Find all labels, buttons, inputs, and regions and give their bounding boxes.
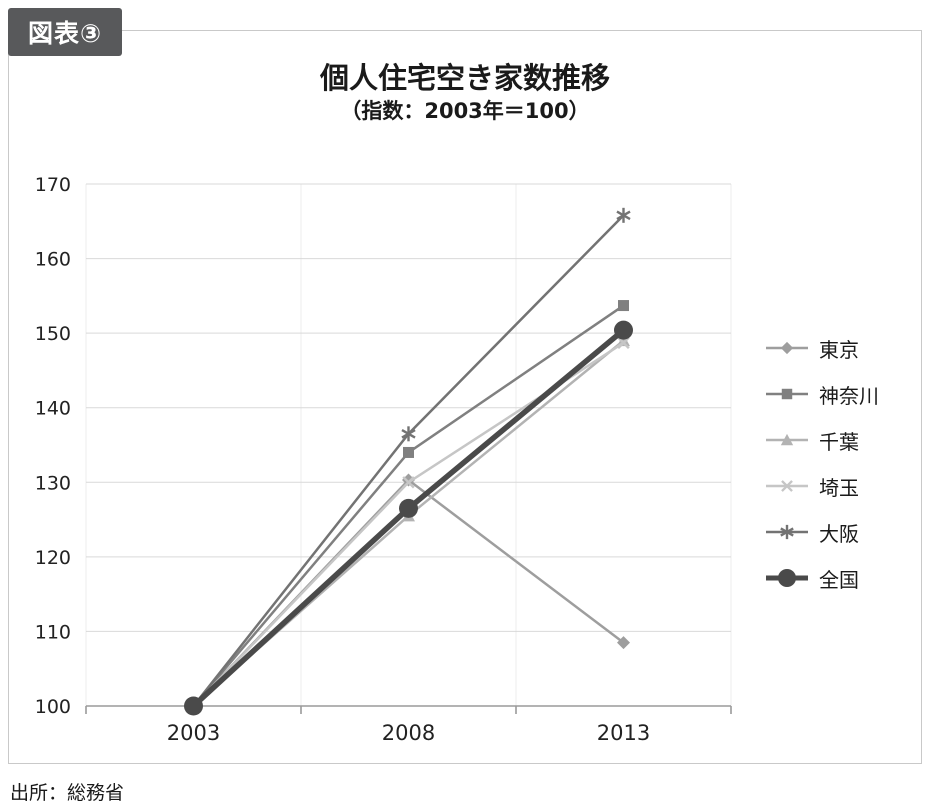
y-axis-tick-label: 100	[35, 696, 71, 718]
legend-label: 神奈川	[819, 383, 879, 408]
y-axis-tick-label: 130	[35, 472, 71, 494]
legend-marker-circle-icon	[766, 568, 808, 588]
chart-subtitle: （指数：2003年＝100）	[340, 99, 590, 123]
legend-label: 東京	[819, 337, 859, 362]
chart-title: 個人住宅空き家数推移	[319, 61, 610, 95]
y-axis-tick-label: 140	[35, 398, 71, 420]
legend-label: 千葉	[819, 429, 859, 454]
figure-badge-label: 図表③	[28, 19, 103, 48]
legend-marker-triangle-icon	[766, 433, 808, 446]
legend-item-1: 神奈川	[764, 371, 879, 417]
x-axis-tick-label: 2013	[597, 721, 650, 745]
legend-item-2: 千葉	[764, 417, 879, 463]
y-axis-tick-label: 120	[35, 547, 71, 569]
chart-legend: 東京神奈川千葉埼玉大阪全国	[764, 325, 879, 601]
series-line	[192, 214, 625, 707]
legend-item-5: 全国	[764, 555, 879, 601]
line-chart: 100 110 120 130 140 150 160 170 2003 2008 2013	[35, 174, 732, 745]
figure-badge: 図表③	[8, 8, 123, 56]
legend-label: 埼玉	[819, 475, 859, 500]
y-axis-tick-label: 150	[35, 323, 71, 345]
x-axis-tick-label: 2008	[382, 721, 435, 745]
legend-item-0: 東京	[764, 325, 879, 371]
legend-marker-asterisk-icon	[766, 524, 808, 540]
legend-label: 大阪	[819, 521, 859, 546]
y-axis-tick-label: 170	[35, 174, 71, 196]
series-line	[192, 341, 625, 707]
y-axis-tick-label: 110	[35, 621, 71, 643]
legend-marker-x-icon	[766, 480, 808, 492]
y-axis-tick-label: 160	[35, 249, 71, 271]
legend-marker-diamond-icon	[766, 341, 808, 355]
series-line	[192, 339, 625, 707]
legend-label: 全国	[819, 567, 859, 592]
legend-item-3: 埼玉	[764, 463, 879, 509]
x-axis-tick-label: 2003	[167, 721, 220, 745]
chart-frame: 個人住宅空き家数推移 （指数：2003年＝100） 100 110 120 130 14…	[8, 30, 922, 764]
legend-item-4: 大阪	[764, 509, 879, 555]
source-note: 出所：総務省	[10, 782, 125, 804]
legend-marker-square-icon	[766, 388, 808, 400]
